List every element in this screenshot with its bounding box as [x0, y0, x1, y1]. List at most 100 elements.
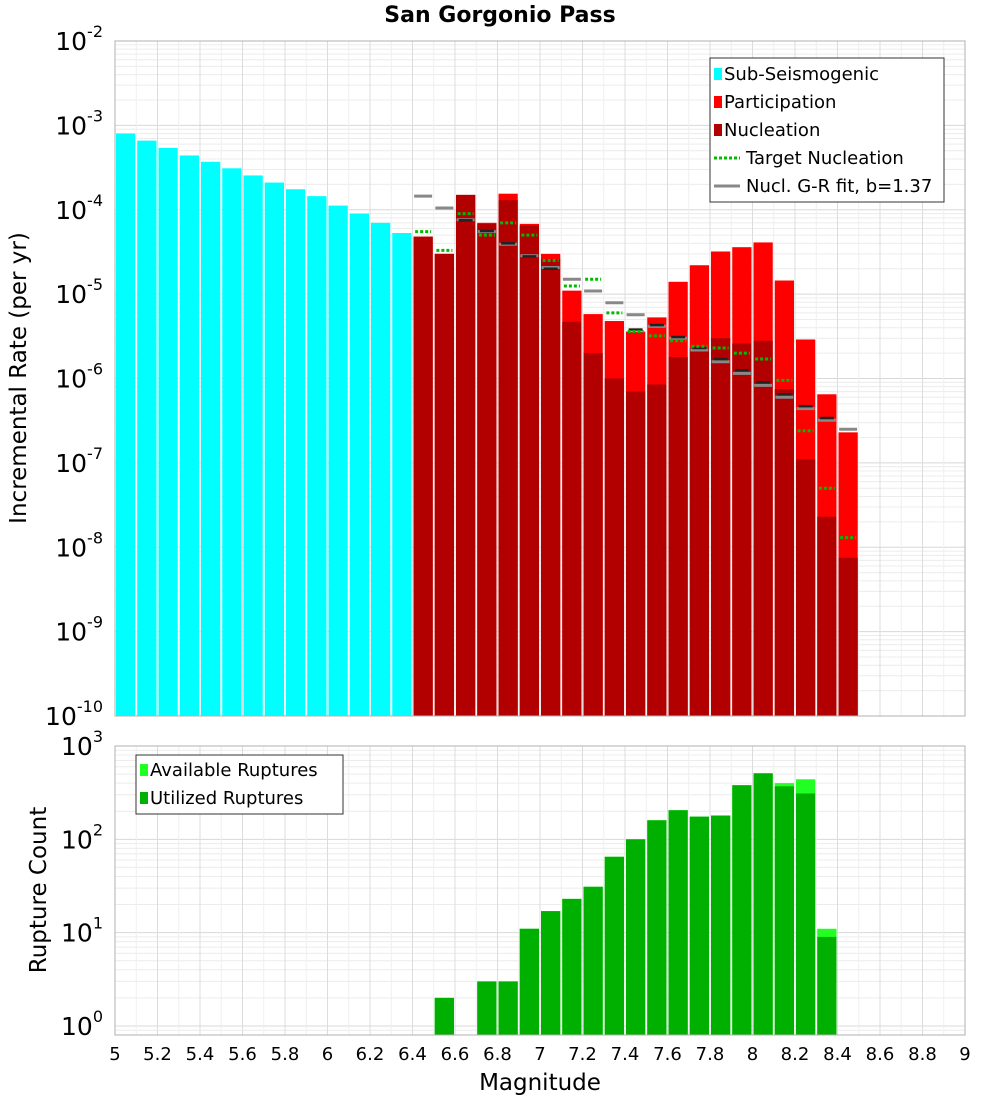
x-tick-label: 6.6: [441, 1044, 470, 1065]
legend-label: Participation: [724, 92, 836, 113]
y-tick-exponent: -8: [87, 528, 103, 547]
utilized-ruptures-bar: [477, 981, 497, 1035]
sub-seismogenic-bar: [286, 189, 306, 717]
x-tick-label: 7.6: [653, 1044, 682, 1065]
plot-frame: [114, 40, 966, 717]
y-tick-exponent: -6: [87, 360, 103, 379]
sub-seismogenic-bar: [328, 205, 348, 716]
utilized-ruptures-bar: [498, 981, 518, 1035]
utilized-ruptures-bar: [668, 810, 688, 1035]
rate-plot: 10-10 10-9 10-8 10-7 10-6 10-5 10-4 10-3 10-2 Sub…: [45, 22, 966, 731]
sub-seismogenic-bar: [137, 140, 157, 717]
y-tick-label: 102: [61, 820, 103, 854]
y-tick-label: 10-10: [45, 697, 103, 731]
nucleation-bar: [604, 378, 624, 716]
nucleation-bar: [498, 200, 518, 716]
nucleation-bar: [796, 459, 816, 716]
y-tick-exponent: -10: [77, 697, 103, 716]
y-tick-label: 103: [61, 727, 103, 761]
y-tick-label: 10-7: [55, 444, 103, 478]
y-tick-label: 10-2: [55, 22, 103, 56]
utilized-ruptures-bar: [583, 886, 603, 1035]
nucleation-bar: [753, 340, 773, 716]
x-tick-label: 8.4: [823, 1044, 852, 1065]
utilized-ruptures-bar: [519, 928, 539, 1035]
x-tick-label: 7: [534, 1044, 545, 1065]
x-tick-label: 5.8: [271, 1044, 300, 1065]
nucleation-bar: [732, 343, 752, 716]
x-tick-label: 5.4: [186, 1044, 215, 1065]
x-tick-label: 6: [322, 1044, 333, 1065]
x-tick-label: 9: [959, 1044, 970, 1065]
legend-swatch: [714, 124, 722, 136]
nucleation-bar: [626, 391, 646, 716]
utilized-ruptures-bar: [689, 816, 709, 1035]
y-tick-exponent: -2: [87, 22, 103, 41]
y-tick-exponent: 0: [93, 1007, 103, 1026]
legend-label: Nucl. G-R fit, b=1.37: [746, 176, 932, 197]
legend-swatch: [714, 96, 722, 108]
legend-label: Sub-Seismogenic: [724, 64, 879, 85]
nucleation-bar: [583, 353, 603, 716]
sub-seismogenic-bar: [179, 155, 199, 716]
utilized-ruptures-bar: [817, 936, 837, 1035]
sub-seismogenic-bar: [392, 233, 412, 716]
y-tick-label: 10-9: [55, 613, 103, 647]
y-tick-label: 10-5: [55, 275, 103, 309]
sub-seismogenic-bar: [158, 147, 178, 716]
rate-legend: Sub-Seismogenic Participation Nucleation Ta…: [709, 57, 945, 203]
utilized-ruptures-bar: [562, 898, 582, 1035]
y-tick-label: 10-3: [55, 106, 103, 140]
sub-seismogenic-bar: [371, 222, 391, 716]
utilized-ruptures-bar: [434, 997, 454, 1035]
y-tick-exponent: -9: [87, 613, 103, 632]
plot-frame: [114, 745, 966, 1036]
nucleation-bar: [711, 338, 731, 716]
x-tick-label: 7.2: [568, 1044, 597, 1065]
sub-seismogenic-bar: [349, 213, 369, 717]
nucleation-bar: [434, 253, 454, 716]
x-tick-label: 6.8: [483, 1044, 512, 1065]
utilized-ruptures-bar: [541, 911, 561, 1035]
rate-y-axis-label: Incremental Rate (per yr): [6, 232, 32, 524]
x-tick-label: 5.2: [143, 1044, 172, 1065]
y-tick-label: 10-6: [55, 360, 103, 394]
count-y-axis-label: Rupture Count: [26, 807, 52, 973]
x-tick-label: 6.4: [398, 1044, 427, 1065]
x-tick-label: 5: [109, 1044, 120, 1065]
nucleation-bar: [774, 389, 794, 716]
legend-swatch: [140, 792, 148, 804]
y-tick-label: 10-4: [55, 191, 103, 225]
legend-label: Utilized Ruptures: [150, 788, 303, 809]
sub-seismogenic-bar: [243, 175, 263, 716]
legend-box: [709, 57, 945, 203]
y-tick-exponent: -5: [87, 275, 103, 294]
y-tick-exponent: -3: [87, 106, 103, 125]
y-tick-label: 100: [61, 1007, 103, 1041]
x-tick-label: 5.6: [228, 1044, 257, 1065]
y-tick-exponent: 1: [93, 914, 103, 933]
nucleation-bar: [456, 194, 476, 716]
x-tick-label: 8.2: [781, 1044, 810, 1065]
y-tick-label: 101: [61, 914, 103, 948]
x-tick-label: 8.8: [908, 1044, 937, 1065]
nucleation-bar: [562, 321, 582, 716]
y-tick-exponent: 3: [93, 727, 103, 746]
legend-label: Available Ruptures: [150, 760, 318, 781]
nucleation-bar: [413, 236, 433, 716]
x-tick-label: 8.6: [866, 1044, 895, 1065]
utilized-ruptures-bar: [626, 839, 646, 1035]
y-tick-exponent: 2: [93, 820, 103, 839]
nucleation-bar: [838, 557, 858, 716]
nucleation-bar: [668, 356, 688, 716]
sub-seismogenic-bar: [264, 182, 284, 716]
x-tick-label: 8: [747, 1044, 758, 1065]
legend-swatch: [140, 764, 148, 776]
nucleation-bar: [689, 347, 709, 716]
y-tick-label: 10-8: [55, 528, 103, 562]
x-tick-label: 7.8: [696, 1044, 725, 1065]
sub-seismogenic-bar: [116, 133, 136, 717]
utilized-ruptures-bar: [774, 786, 794, 1035]
legend-swatch: [714, 68, 722, 80]
